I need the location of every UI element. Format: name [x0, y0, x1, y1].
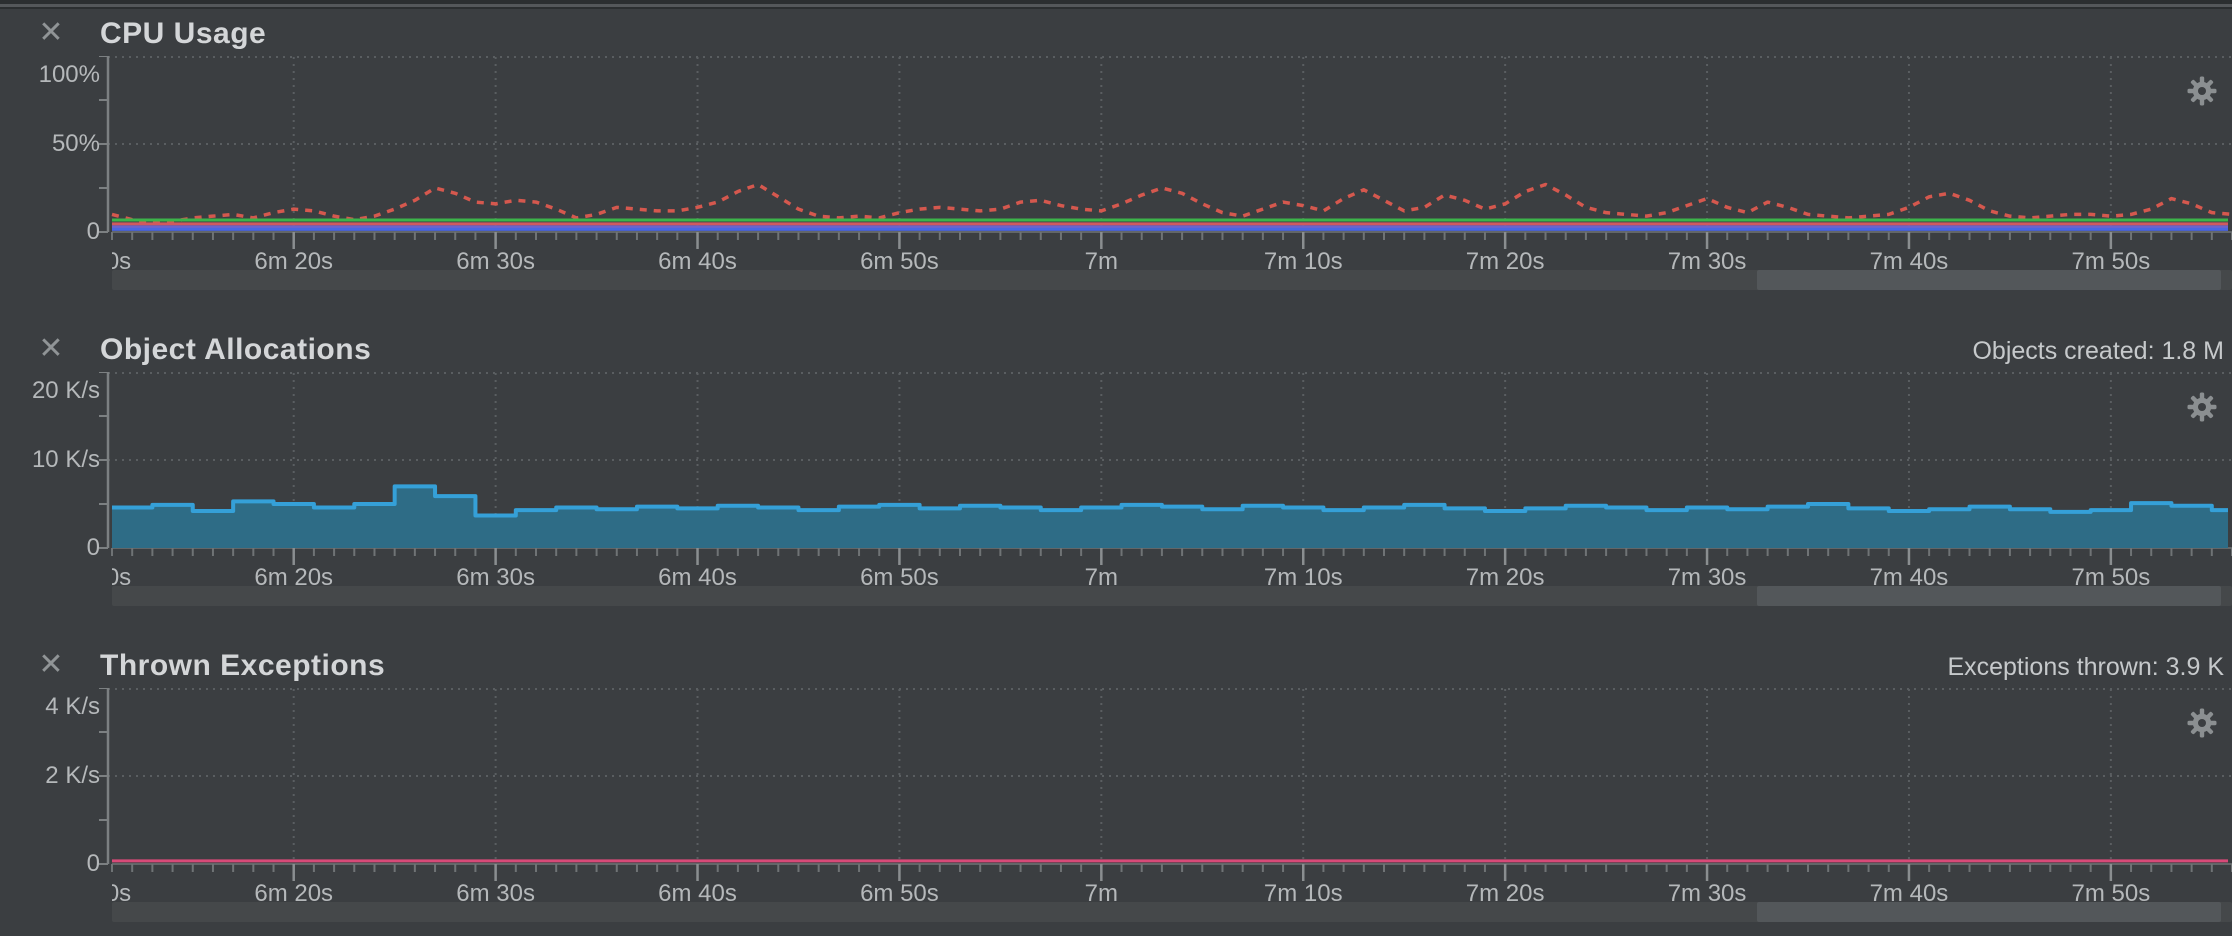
y-axis-label: 10 K/s [31, 446, 100, 473]
scrollbar[interactable] [112, 270, 2232, 290]
close-icon[interactable]: ✕ [34, 332, 68, 366]
y-axis-label: 20 K/s [31, 377, 100, 404]
panel-object-allocations: ✕ Object Allocations Objects created: 1.… [0, 332, 2232, 632]
top-divider-seam [0, 4, 2232, 7]
y-axis-label: 100% [38, 61, 100, 88]
panel-thrown-exceptions: ✕ Thrown Exceptions Exceptions thrown: 3… [0, 648, 2232, 936]
y-axis-label: 0 [86, 534, 100, 561]
y-axis-label: 4 K/s [45, 693, 100, 720]
panel-title: Thrown Exceptions [100, 649, 386, 682]
objects-created-counter: Objects created: 1.8 M [1972, 337, 2224, 365]
gear-icon[interactable] [2187, 708, 2217, 738]
y-axis-label: 2 K/s [45, 762, 100, 789]
gear-icon[interactable] [2187, 76, 2217, 106]
exceptions-chart-plot[interactable] [0, 688, 2232, 888]
exceptions-thrown-counter: Exceptions thrown: 3.9 K [1947, 653, 2224, 681]
x-axis-tick-label: 6m 10s [112, 880, 132, 907]
scrollbar-thumb[interactable] [1757, 902, 2221, 922]
cpu-chart-plot[interactable] [0, 56, 2232, 256]
x-axis-tick-label: 6m 10s [112, 248, 132, 275]
y-axis-label: 0 [86, 850, 100, 877]
panel-title: Object Allocations [100, 333, 372, 366]
top-divider [0, 0, 2232, 9]
cpu-chart-canvas[interactable] [0, 56, 2232, 256]
allocations-chart-canvas[interactable] [0, 372, 2232, 572]
x-axis-tick-label: 6m 10s [112, 564, 132, 591]
close-icon[interactable]: ✕ [34, 648, 68, 682]
close-icon[interactable]: ✕ [34, 16, 68, 50]
gear-icon[interactable] [2187, 392, 2217, 422]
y-axis-label: 50% [51, 130, 100, 157]
scrollbar[interactable] [112, 902, 2232, 922]
panel-title: CPU Usage [100, 17, 267, 50]
allocations-chart-plot[interactable] [0, 372, 2232, 572]
y-axis-label: 0 [86, 218, 100, 245]
exceptions-chart-canvas[interactable] [0, 688, 2232, 888]
scrollbar-thumb[interactable] [1757, 270, 2221, 290]
scrollbar-thumb[interactable] [1757, 586, 2221, 606]
scrollbar[interactable] [112, 586, 2232, 606]
